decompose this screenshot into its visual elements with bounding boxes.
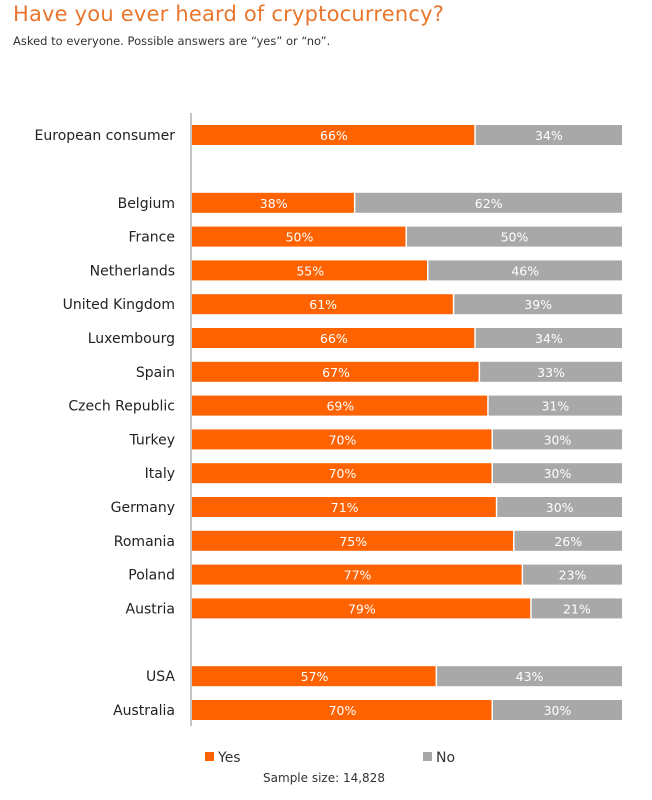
legend-label-no: No — [436, 750, 455, 766]
data-label-no: 21% — [563, 601, 591, 616]
bar-no — [514, 530, 622, 551]
category-label: Italy — [145, 466, 175, 482]
bar-yes — [192, 395, 488, 416]
category-label: Australia — [113, 703, 175, 719]
bar-yes — [192, 700, 492, 720]
data-label-yes: 55% — [296, 263, 324, 278]
category-label: Netherlands — [90, 263, 175, 279]
bar-no — [437, 666, 622, 687]
sample-size-note: Sample size: 14,828 — [263, 771, 385, 785]
data-label-yes: 77% — [344, 568, 372, 583]
category-label: Luxembourg — [88, 331, 175, 347]
bar-no — [493, 429, 622, 450]
data-label-no: 62% — [475, 196, 503, 211]
category-label: European consumer — [35, 128, 176, 144]
category-label: Germany — [111, 500, 175, 516]
bar-yes — [192, 260, 427, 281]
data-label-yes: 70% — [329, 703, 357, 718]
category-label: USA — [146, 669, 175, 685]
bar-yes — [192, 226, 406, 247]
legend-swatch-no — [423, 752, 432, 761]
data-label-yes: 79% — [348, 601, 376, 616]
data-label-yes: 75% — [339, 534, 367, 549]
bar-no — [497, 497, 622, 517]
bar-yes — [192, 530, 513, 551]
bar-yes — [192, 564, 522, 585]
bars-group: European consumer 66% 34% Belgium 38% 62% Fran… — [35, 125, 622, 720]
bar-yes — [192, 598, 531, 619]
bar-yes — [192, 463, 492, 484]
data-label-no: 30% — [544, 432, 572, 447]
bar-yes — [192, 294, 453, 315]
category-label: Czech Republic — [68, 399, 175, 415]
data-label-no: 43% — [516, 669, 544, 684]
data-label-yes: 50% — [286, 230, 314, 245]
category-label: Belgium — [118, 196, 175, 212]
bar-yes — [192, 666, 436, 687]
bar-no — [488, 395, 622, 416]
data-label-no: 46% — [511, 263, 539, 278]
data-label-yes: 67% — [322, 365, 350, 380]
data-label-yes: 57% — [301, 669, 329, 684]
category-label: United Kingdom — [63, 297, 175, 313]
bar-no — [454, 294, 622, 315]
data-label-yes: 71% — [331, 500, 359, 515]
data-label-yes: 70% — [329, 432, 357, 447]
chart-subtitle: Asked to everyone. Possible answers are … — [13, 34, 331, 48]
bar-no — [355, 192, 622, 213]
bar-yes — [192, 361, 479, 382]
data-label-no: 23% — [559, 568, 587, 583]
legend: Yes No — [205, 750, 455, 766]
bar-no — [475, 125, 622, 145]
bar-no — [480, 361, 622, 382]
bar-yes — [192, 192, 354, 213]
data-label-no: 26% — [554, 534, 582, 549]
category-label: Poland — [128, 568, 175, 584]
category-label: Romania — [114, 534, 175, 550]
data-label-no: 34% — [535, 128, 563, 143]
data-label-no: 39% — [524, 297, 552, 312]
bar-no — [523, 564, 622, 585]
bar-no — [493, 463, 622, 484]
chart-title: Have you ever heard of cryptocurrency? — [13, 2, 445, 26]
data-label-yes: 66% — [320, 331, 348, 346]
data-label-yes: 69% — [326, 399, 354, 414]
legend-label-yes: Yes — [217, 750, 241, 766]
data-label-no: 30% — [544, 466, 572, 481]
category-label: France — [128, 230, 175, 246]
data-label-yes: 70% — [329, 466, 357, 481]
data-label-yes: 38% — [260, 196, 288, 211]
data-label-no: 31% — [541, 399, 569, 414]
data-label-no: 34% — [535, 331, 563, 346]
bar-yes — [192, 328, 475, 348]
data-label-no: 30% — [546, 500, 574, 515]
bar-no — [428, 260, 622, 281]
bar-no — [531, 598, 622, 619]
bar-yes — [192, 497, 496, 517]
bar-no — [475, 328, 622, 348]
category-label: Spain — [136, 365, 175, 381]
bar-yes — [192, 125, 475, 145]
data-label-no: 33% — [537, 365, 565, 380]
data-label-no: 30% — [544, 703, 572, 718]
bar-no — [493, 700, 622, 720]
data-label-no: 50% — [501, 230, 529, 245]
bar-yes — [192, 429, 492, 450]
category-label: Turkey — [128, 432, 175, 448]
bar-no — [407, 226, 622, 247]
legend-swatch-yes — [205, 752, 214, 761]
category-label: Austria — [126, 601, 175, 617]
data-label-yes: 61% — [309, 297, 337, 312]
data-label-yes: 66% — [320, 128, 348, 143]
